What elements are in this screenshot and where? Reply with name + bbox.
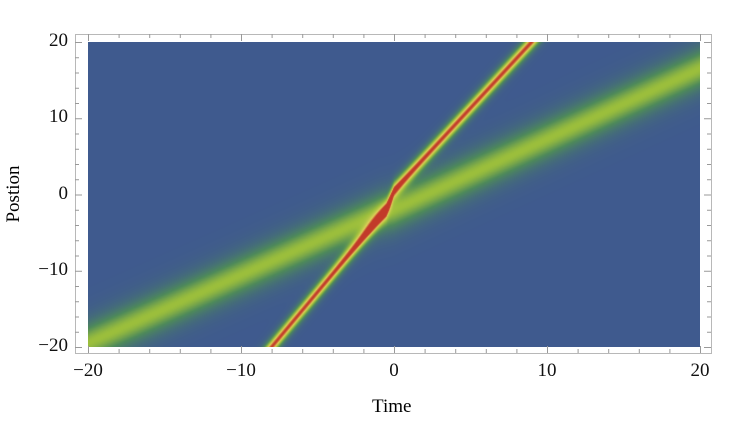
x-tick-label: 0 bbox=[389, 360, 399, 381]
x-tick-label: 20 bbox=[690, 360, 710, 381]
x-tick-label: 10 bbox=[537, 360, 557, 381]
plot-frame bbox=[75, 34, 712, 354]
y-tick-label: −10 bbox=[38, 258, 68, 280]
y-tick-label: 0 bbox=[58, 182, 69, 204]
x-tick-label: −20 bbox=[73, 360, 103, 381]
y-tick-label: −20 bbox=[38, 335, 68, 356]
y-tick-label: 10 bbox=[49, 106, 68, 128]
x-axis-label: Time bbox=[372, 396, 412, 417]
y-axis-label: Postion bbox=[3, 165, 24, 223]
x-tick-label: −10 bbox=[226, 360, 256, 381]
density-heatmap bbox=[88, 42, 700, 347]
y-tick-label: 20 bbox=[49, 30, 68, 51]
